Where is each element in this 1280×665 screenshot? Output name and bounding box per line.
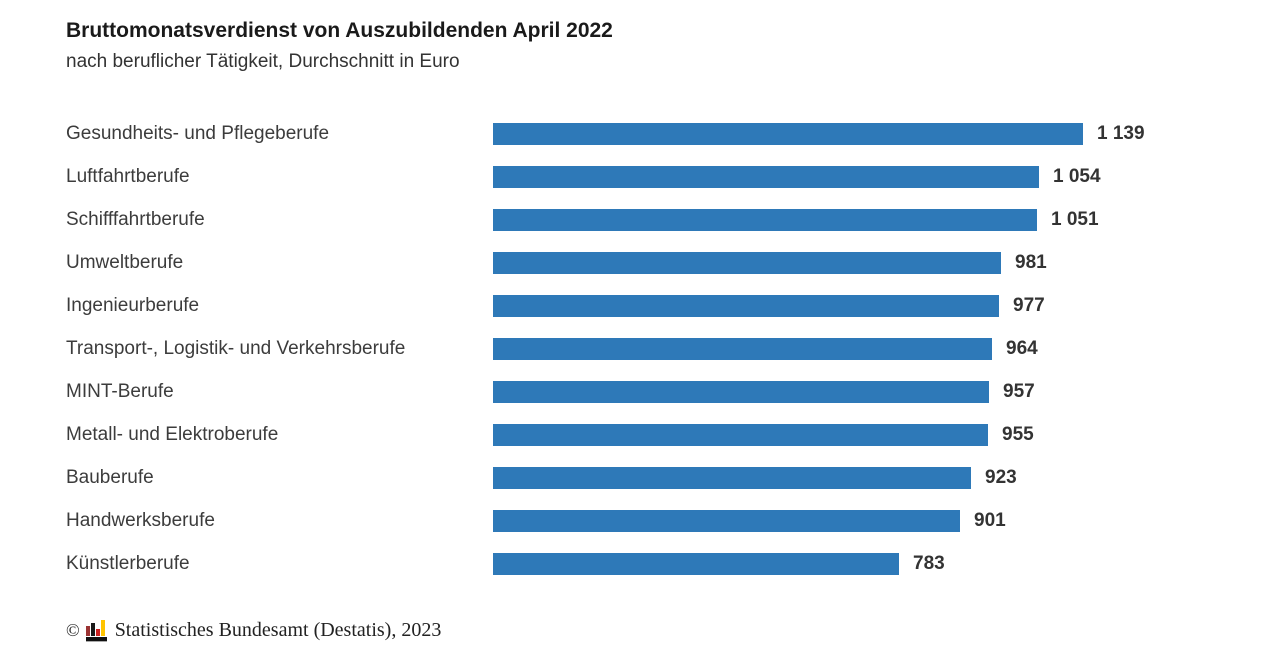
chart-row: MINT-Berufe 957 xyxy=(66,370,1145,413)
destatis-logo-bars xyxy=(85,619,107,636)
bar-value: 901 xyxy=(974,509,1006,531)
bar-label: Umweltberufe xyxy=(66,251,184,273)
bar xyxy=(493,122,1083,145)
destatis-logo-bar xyxy=(90,622,95,636)
chart-row: Luftfahrtberufe 1 054 xyxy=(66,155,1145,198)
chart-row: Metall- und Elektroberufe 955 xyxy=(66,413,1145,456)
bar-value: 1 051 xyxy=(1051,208,1099,230)
bar-value: 977 xyxy=(1013,294,1045,316)
chart-row: Transport-, Logistik- und Verkehrsberufe… xyxy=(66,327,1145,370)
copyright-symbol: © xyxy=(66,620,80,640)
bar xyxy=(493,423,988,446)
source-text: Statistisches Bundesamt (Destatis), 2023 xyxy=(114,619,442,641)
bar-label: MINT-Berufe xyxy=(66,380,174,402)
chart-row: Handwerksberufe 901 xyxy=(66,499,1145,542)
chart-row: Gesundheits- und Pflegeberufe 1 139 xyxy=(66,112,1145,155)
chart-title: Bruttomonatsverdienst von Auszubildenden… xyxy=(66,19,613,42)
bar xyxy=(493,208,1037,231)
bar-value: 1 139 xyxy=(1097,122,1145,144)
bar xyxy=(493,466,971,489)
chart-header: Bruttomonatsverdienst von Auszubildenden… xyxy=(66,18,613,74)
destatis-logo-baseline xyxy=(85,636,107,642)
bar-value: 964 xyxy=(1006,337,1038,359)
bar-label: Ingenieurberufe xyxy=(66,294,200,316)
bar-label: Luftfahrtberufe xyxy=(66,165,190,187)
bar-label: Gesundheits- und Pflegeberufe xyxy=(66,122,330,144)
bar xyxy=(493,251,1001,274)
bar-label: Schifffahrtberufe xyxy=(66,208,205,230)
destatis-logo-bar xyxy=(95,628,100,636)
bar-label: Handwerksberufe xyxy=(66,509,215,531)
chart-row: Bauberufe 923 xyxy=(66,456,1145,499)
destatis-logo-bar xyxy=(85,625,90,636)
bar-label: Bauberufe xyxy=(66,466,154,488)
bar-value: 783 xyxy=(913,552,945,574)
bar-value: 955 xyxy=(1002,423,1034,445)
chart-row: Künstlerberufe 783 xyxy=(66,542,1145,585)
chart-rows: Gesundheits- und Pflegeberufe 1 139 Luft… xyxy=(66,112,1145,585)
bar-value: 1 054 xyxy=(1053,165,1101,187)
chart-row: Schifffahrtberufe 1 051 xyxy=(66,198,1145,241)
bar xyxy=(493,337,992,360)
destatis-logo-icon xyxy=(85,619,107,642)
bar-label: Künstlerberufe xyxy=(66,552,190,574)
bar xyxy=(493,380,989,403)
source-note: © Statistisches Bundesamt (Destatis), 20… xyxy=(66,619,441,642)
bar-value: 923 xyxy=(985,466,1017,488)
bar-label: Transport-, Logistik- und Verkehrsberufe xyxy=(66,337,406,359)
bar-value: 981 xyxy=(1015,251,1047,273)
bar xyxy=(493,294,999,317)
chart-row: Ingenieurberufe 977 xyxy=(66,284,1145,327)
chart-subtitle: nach beruflicher Tätigkeit, Durchschnitt… xyxy=(66,51,460,73)
bar-value: 957 xyxy=(1003,380,1035,402)
destatis-logo-bar xyxy=(100,619,105,636)
bar xyxy=(493,165,1039,188)
bar-label: Metall- und Elektroberufe xyxy=(66,423,279,445)
bar xyxy=(493,509,960,532)
chart-row: Umweltberufe 981 xyxy=(66,241,1145,284)
bar xyxy=(493,552,899,575)
